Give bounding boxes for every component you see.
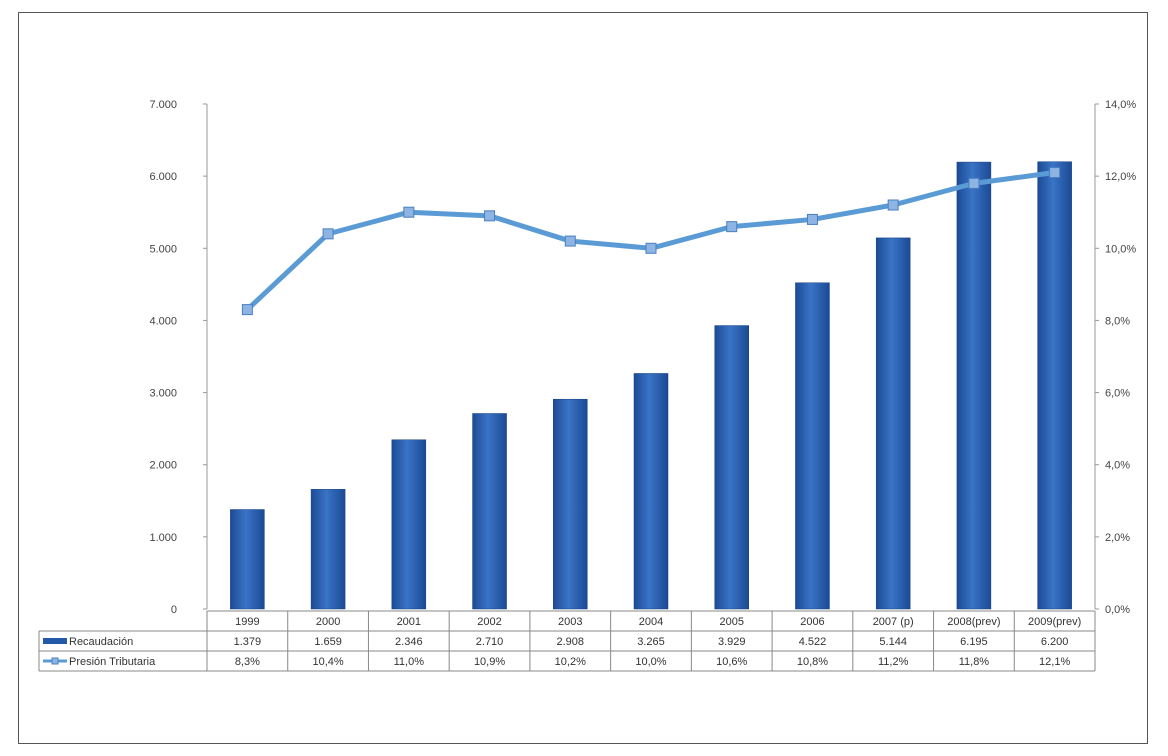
right-axis: 0,0% 2,0% 4,0% 6,0% 8,0% 10,0% 12,0% 14,0% <box>1094 99 1136 616</box>
bar <box>310 489 346 610</box>
category-label: 2004 <box>639 616 663 628</box>
bar <box>633 373 669 610</box>
line-point <box>726 221 738 233</box>
bar <box>714 325 749 610</box>
data-label: 3.929 <box>718 636 746 648</box>
bar <box>391 439 427 610</box>
data-label: 8,3% <box>235 656 260 668</box>
left-axis-tick-label: 5.000 <box>149 243 177 255</box>
left-axis: 0 1.000 2.000 3.000 4.000 5.000 6.000 7.000 <box>149 99 208 616</box>
legend-key-bar <box>43 638 67 644</box>
left-axis-tick-label: 2.000 <box>149 460 177 472</box>
data-label: 11,0% <box>394 656 425 668</box>
data-label: 10,6% <box>716 656 747 668</box>
left-axis-tick-label: 0 <box>171 604 177 616</box>
legend-key-marker <box>51 657 59 665</box>
data-label: 6.195 <box>960 636 988 648</box>
category-label: 1999 <box>235 616 259 628</box>
data-label: 3.265 <box>637 636 665 648</box>
line-series-presion-tributaria <box>241 167 1061 316</box>
bar <box>795 282 830 610</box>
data-label: 2.908 <box>557 636 585 648</box>
bar <box>1037 161 1072 610</box>
line-point <box>1049 167 1061 179</box>
series-name: Presión Tributaria <box>69 656 156 668</box>
line-point <box>403 206 415 218</box>
right-axis-tick-label: 10,0% <box>1105 243 1136 255</box>
bar-series-recaudacion <box>230 161 1072 610</box>
right-axis-tick-label: 0,0% <box>1105 604 1130 616</box>
category-label: 2000 <box>316 616 340 628</box>
left-axis-tick-label: 4.000 <box>149 315 177 327</box>
data-label: 10,4% <box>312 656 343 668</box>
line-point <box>645 242 657 254</box>
right-axis-tick-label: 4,0% <box>1105 460 1130 472</box>
line-point <box>968 177 980 189</box>
data-label: 11,8% <box>959 656 990 668</box>
right-axis-tick-label: 14,0% <box>1105 99 1136 111</box>
data-label: 6.200 <box>1041 636 1069 648</box>
data-label: 1.379 <box>234 636 262 648</box>
right-axis-tick-label: 2,0% <box>1105 532 1130 544</box>
data-table: 1999 2000 2001 2002 2003 2004 2005 2006 2007 (p)… <box>38 610 1096 672</box>
line-point <box>484 210 496 222</box>
line-point <box>564 235 576 247</box>
bar <box>956 161 992 610</box>
data-label: 10,9% <box>474 656 505 668</box>
data-label: 12,1% <box>1039 656 1070 668</box>
category-label: 2009(prev) <box>1028 616 1081 628</box>
data-label: 10,0% <box>635 656 666 668</box>
category-label: 2006 <box>800 616 824 628</box>
category-label: 2002 <box>477 616 501 628</box>
right-axis-tick-label: 6,0% <box>1105 388 1130 400</box>
data-label: 10,2% <box>555 656 586 668</box>
right-axis-tick-label: 8,0% <box>1105 315 1130 327</box>
bar <box>553 398 588 610</box>
chart-frame: 0 1.000 2.000 3.000 4.000 5.000 6.000 7.000 0,0… <box>18 12 1148 744</box>
data-label: 2.346 <box>395 636 423 648</box>
line-point <box>241 304 253 316</box>
data-label: 1.659 <box>314 636 342 648</box>
left-axis-tick-label: 7.000 <box>149 99 177 111</box>
line-point <box>887 199 899 211</box>
category-label: 2007 (p) <box>873 616 914 628</box>
data-label: 2.710 <box>476 636 504 648</box>
line-path <box>244 170 1058 313</box>
category-label: 2005 <box>719 616 743 628</box>
combo-chart: 0 1.000 2.000 3.000 4.000 5.000 6.000 7.000 0,0… <box>38 99 1136 672</box>
category-label: 2008(prev) <box>947 616 1000 628</box>
left-axis-tick-label: 6.000 <box>149 171 177 183</box>
data-label: 4.522 <box>799 636 827 648</box>
left-axis-tick-label: 1.000 <box>149 532 177 544</box>
line-point <box>322 228 334 240</box>
right-axis-tick-label: 12,0% <box>1105 171 1136 183</box>
left-axis-tick-label: 3.000 <box>149 388 177 400</box>
data-label: 10,8% <box>797 656 828 668</box>
bar <box>230 509 265 610</box>
data-label: 5.144 <box>879 636 907 648</box>
category-label: 2001 <box>397 616 421 628</box>
line-point <box>806 213 818 225</box>
data-label: 11,2% <box>878 656 909 668</box>
bar <box>472 413 507 610</box>
category-label: 2003 <box>558 616 582 628</box>
bar <box>875 237 911 610</box>
series-name: Recaudación <box>69 636 133 648</box>
